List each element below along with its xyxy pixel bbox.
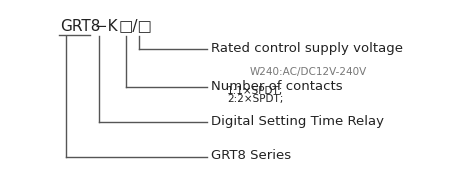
Text: GRT8 Series: GRT8 Series	[211, 150, 292, 162]
Text: W240:AC/DC12V-240V: W240:AC/DC12V-240V	[250, 67, 367, 77]
Text: □/□: □/□	[118, 19, 152, 34]
Text: GRT8: GRT8	[60, 19, 100, 34]
Text: Number of contacts: Number of contacts	[211, 80, 343, 93]
Text: Digital Setting Time Relay: Digital Setting Time Relay	[211, 115, 384, 128]
Text: Rated control supply voltage: Rated control supply voltage	[211, 42, 403, 55]
Text: 1:1×SPDT;: 1:1×SPDT;	[227, 86, 283, 96]
Text: 2:2×SPDT;: 2:2×SPDT;	[227, 94, 283, 104]
Text: −K: −K	[90, 19, 123, 34]
